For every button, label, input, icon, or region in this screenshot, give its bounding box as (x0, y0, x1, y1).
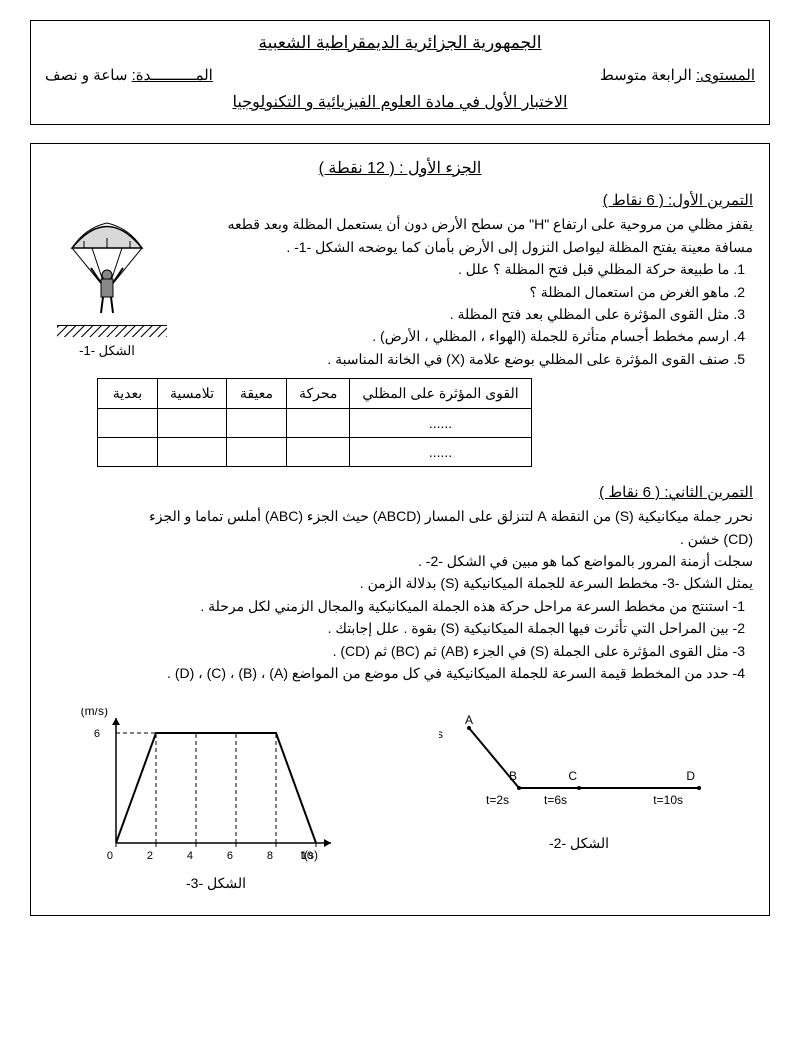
ex2-line1: نحرر جملة ميكانيكية (S) من النقطة A لتنز… (47, 505, 753, 527)
figures-row: A B C D t=0s t=2s t=6s t=10s الشكل -2- 0… (47, 708, 753, 894)
duration: المــــــــــدة: ساعة و نصف (45, 64, 213, 88)
svg-text:0: 0 (107, 850, 113, 862)
cell-dots: ...... (350, 408, 531, 437)
svg-text:6: 6 (227, 850, 233, 862)
exercise1-text: يقفز مظلي من مروحية على ارتفاع "H" من سط… (177, 213, 753, 370)
ex2-q1: 1- استنتج من مخطط السرعة مراحل حركة هذه … (47, 595, 745, 617)
table-row: ...... (98, 408, 532, 437)
th-resistive: معيقة (226, 379, 286, 408)
ex1-intro2: مسافة معينة يفتح المظلة ليواصل النزول إل… (177, 236, 753, 258)
th-forces: القوى المؤثرة على المظلي (350, 379, 531, 408)
ex2-q2: 2- بين المراحل التي تأثرت فيها الجملة ال… (47, 617, 745, 639)
svg-text:6: 6 (94, 728, 100, 740)
figure1-label: الشكل -1- (47, 341, 167, 362)
svg-text:t=10s: t=10s (653, 793, 683, 807)
svg-text:V(m/s): V(m/s) (81, 708, 108, 718)
header-box: الجمهورية الجزائرية الديمقراطية الشعبية … (30, 20, 770, 125)
ex1-intro1: يقفز مظلي من مروحية على ارتفاع "H" من سط… (177, 213, 753, 235)
th-contact: تلامسية (158, 379, 227, 408)
ex2-line2: (CD) خشن . (47, 528, 753, 550)
figure2-path-icon: A B C D t=0s t=2s t=6s t=10s (439, 708, 719, 828)
figure2-label: الشكل -2- (439, 832, 719, 854)
ex2-line3: سجلت أزمنة المرور بالمواضع كما هو مبين ف… (47, 550, 753, 572)
header-info-row: المستوى: الرابعة متوسط المــــــــــدة: … (45, 64, 755, 88)
table-header-row: القوى المؤثرة على المظلي محركة معيقة تلا… (98, 379, 532, 408)
level: المستوى: الرابعة متوسط (600, 64, 755, 88)
exam-title: الاختبار الأول في مادة العلوم الفيزيائية… (45, 90, 755, 116)
ex1-q5: 5. صنف القوى المؤثرة على المظلي بوضع علا… (177, 348, 745, 370)
forces-table: القوى المؤثرة على المظلي محركة معيقة تلا… (97, 378, 532, 467)
ex1-q3: 3. مثل القوى المؤثرة على المظلي بعد فتح … (177, 303, 745, 325)
parachute-icon (57, 213, 157, 323)
figure3-box: 02468106t(s)V(m/s) الشكل -3- (81, 708, 351, 894)
svg-text:t(s): t(s) (301, 848, 318, 862)
ex2-line4: يمثل الشكل -3- مخطط السرعة للجملة الميكا… (47, 572, 753, 594)
svg-text:t=6s: t=6s (544, 793, 567, 807)
th-distance: بعدية (98, 379, 158, 408)
figure3-label: الشكل -3- (81, 872, 351, 894)
figure1-col: الشكل -1- (47, 213, 167, 362)
part1-title: الجزء الأول : ( 12 نقطة ) (47, 156, 753, 182)
ex2-q3: 3- مثل القوى المؤثرة على الجملة (S) في ا… (47, 640, 745, 662)
svg-text:2: 2 (147, 850, 153, 862)
svg-text:C: C (568, 769, 577, 783)
svg-text:D: D (686, 769, 695, 783)
exercise2: التمرين الثاني: ( 6 نقاط ) نحرر جملة ميك… (47, 481, 753, 684)
ex1-q2: 2. ماهو الغرض من استعمال المظلة ؟ (177, 281, 745, 303)
exercise1-title: التمرين الأول: ( 6 نقاط ) (47, 189, 753, 213)
exercise2-title: التمرين الثاني: ( 6 نقاط ) (47, 481, 753, 505)
exercise1-wrap: يقفز مظلي من مروحية على ارتفاع "H" من سط… (47, 213, 753, 370)
svg-text:A: A (465, 713, 473, 727)
figure3-velocity-chart: 02468106t(s)V(m/s) (81, 708, 351, 868)
svg-text:8: 8 (267, 850, 273, 862)
cell-dots: ...... (350, 437, 531, 466)
figure2-box: A B C D t=0s t=2s t=6s t=10s الشكل -2- (439, 708, 719, 894)
svg-text:t=2s: t=2s (486, 793, 509, 807)
country-title: الجمهورية الجزائرية الديمقراطية الشعبية (45, 29, 755, 56)
th-motive: محركة (286, 379, 349, 408)
ex2-q4: 4- حدد من المخطط قيمة السرعة للجملة المي… (47, 662, 745, 684)
ex1-q1: 1. ما طبيعة حركة المظلي قبل فتح المظلة ؟… (177, 258, 745, 280)
svg-text:t=0s: t=0s (439, 727, 443, 741)
ground-hatch (57, 325, 167, 337)
table-row: ...... (98, 437, 532, 466)
svg-text:B: B (509, 769, 517, 783)
main-content-box: الجزء الأول : ( 12 نقطة ) التمرين الأول:… (30, 143, 770, 916)
ex1-q4: 4. ارسم مخطط أجسام متأثرة للجملة (الهواء… (177, 325, 745, 347)
svg-text:4: 4 (187, 850, 193, 862)
